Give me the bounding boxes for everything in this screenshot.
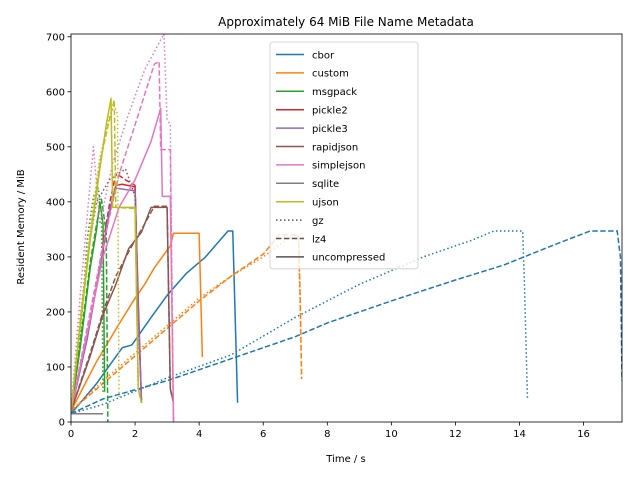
legend: cbor custom msgpack pickle2 pickle3 rapidjson… — [269, 41, 419, 270]
y-tick-label: 0 — [59, 418, 65, 429]
y-tick-label: 400 — [46, 197, 65, 208]
x-tick-label: 12 — [449, 429, 462, 440]
legend-label: rapidjson — [312, 142, 358, 153]
x-tick-label: 4 — [196, 429, 202, 440]
legend-label: sqlite — [312, 179, 339, 190]
legend-label: gz — [312, 216, 324, 227]
legend-label: cbor — [312, 50, 335, 61]
legend-label: ujson — [312, 198, 339, 209]
series-line — [71, 107, 175, 422]
legend-label: pickle3 — [312, 124, 348, 135]
series-line — [71, 205, 175, 412]
legend-label: msgpack — [312, 87, 357, 98]
x-tick-label: 14 — [513, 429, 526, 440]
y-tick-label: 200 — [46, 307, 65, 318]
x-axis-label: Time / s — [325, 454, 365, 465]
y-axis-label: Resident Memory / MiB — [16, 169, 27, 284]
legend-label: simplejson — [312, 161, 365, 172]
y-tick-label: 500 — [46, 142, 65, 153]
series-line — [71, 104, 120, 412]
y-tick-label: 700 — [46, 32, 65, 43]
legend-box — [269, 41, 419, 270]
legend-label: lz4 — [312, 234, 326, 245]
x-tick-label: 6 — [260, 429, 266, 440]
series-line — [71, 34, 175, 422]
chart-title: Approximately 64 MiB File Name Metadata — [218, 15, 474, 29]
x-tick-label: 2 — [132, 429, 138, 440]
series-line — [71, 230, 239, 415]
axes: 0 2 4 6 8 10 12 14 16 0 100 200 300 400 500 600 700 — [46, 32, 623, 440]
y-tick-label: 300 — [46, 252, 65, 263]
x-tick-label: 8 — [324, 429, 330, 440]
y-tick-label: 100 — [46, 362, 65, 373]
series-line — [71, 230, 622, 415]
series-line — [71, 60, 175, 422]
y-tick-label: 600 — [46, 87, 65, 98]
legend-label: custom — [312, 69, 349, 80]
legend-label: uncompressed — [312, 253, 385, 264]
plot-frame — [70, 33, 623, 423]
series-line — [71, 236, 303, 412]
x-tick-label: 16 — [577, 429, 590, 440]
legend-label: pickle2 — [312, 106, 348, 117]
x-tick-label: 10 — [385, 429, 398, 440]
x-tick-label: 0 — [68, 429, 74, 440]
